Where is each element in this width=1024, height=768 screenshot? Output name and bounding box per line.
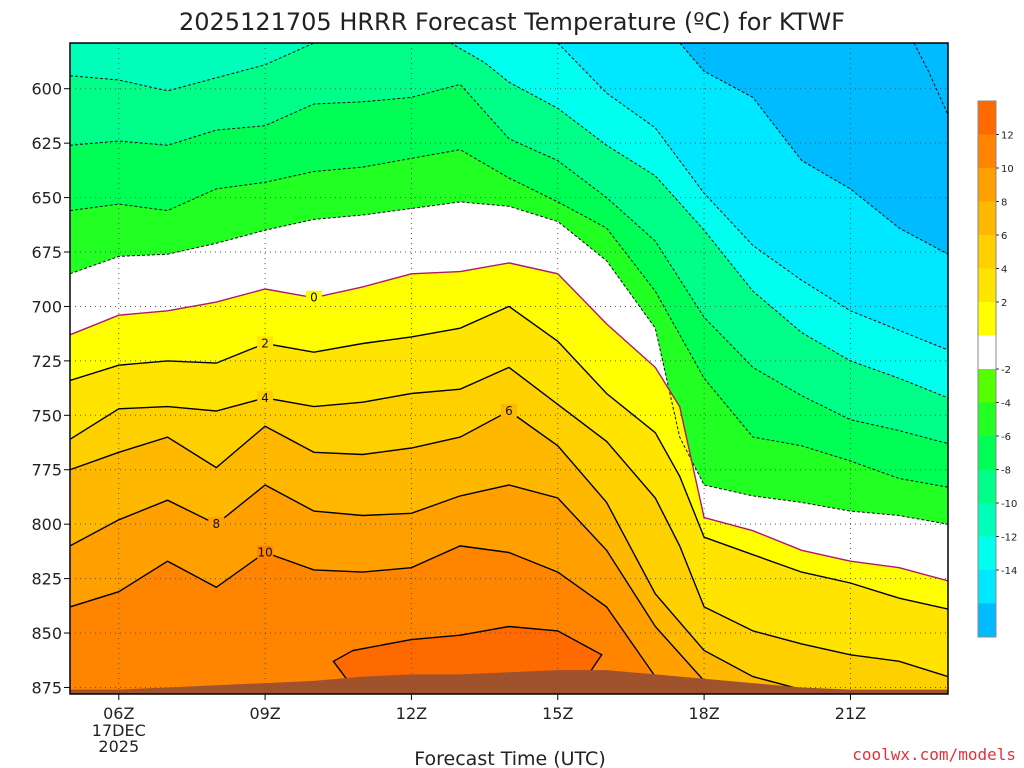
contour-label: 8 [213,517,221,531]
colorbar-label: 6 [1001,231,1007,242]
y-tick-label: 775 [31,461,62,480]
colorbar-band [978,469,996,503]
contour-label-bg [305,290,322,304]
y-tick-label: 600 [31,80,62,99]
contour-line [70,545,671,693]
contour-line [70,366,948,678]
cold-contour-line [70,43,315,92]
x-tick-sublabel: 17DEC [92,721,146,740]
colorbar-band [978,201,996,235]
colorbar-label: -6 [1001,432,1011,443]
cold-contour-line [450,43,948,399]
y-tick-label: 625 [31,134,62,153]
y-tick-label: 650 [31,189,62,208]
contour-label-bg [208,517,225,531]
contour-line [70,484,739,693]
cold-contour-line [70,83,948,445]
contour-label: 2 [261,336,269,350]
contour-line [70,305,948,610]
y-tick-label: 800 [31,515,62,534]
y-tick-label: 725 [31,352,62,371]
colorbar: 12 10 8 6 4 2 -2 -4 -6 -8 -10 -12 -14 [977,100,1017,638]
y-tick-label: 850 [31,624,62,643]
band-fill [70,43,948,91]
colorbar-band [978,536,996,570]
colorbar-label: 8 [1001,198,1007,209]
colorbar-band [978,168,996,202]
contour-label-bg [501,403,517,417]
y-axis: 600 625 650 675 700 725 750 775 800 825 850 875 [31,80,70,697]
colorbar-label: 4 [1001,265,1007,276]
colorbar-label: -10 [1001,499,1017,510]
cold-contour-line [557,43,948,351]
contour-label: 0 [310,291,318,305]
colorbar-band [978,268,996,302]
band-fill [679,43,948,255]
cold-contour-line [70,201,948,525]
x-tick-sublabel: 2025 [98,737,139,756]
x-axis-label: Forecast Time (UTC) [414,748,605,768]
y-tick-label: 700 [31,297,62,316]
x-tick-label: 09Z [249,704,280,723]
colorbar-band [978,570,996,604]
cold-contour-line [913,43,948,116]
colorbar-label: 10 [1001,164,1014,175]
contour-label-bg [257,336,274,350]
colorbar-band [978,335,996,369]
credit-text: coolwx.com/models [852,745,1016,764]
colorbar-label: -2 [1001,365,1011,376]
colorbar-label: 12 [1001,131,1014,142]
colorbar-band [978,369,996,403]
colorbar-band [978,302,996,336]
contour-label-bg [257,390,274,404]
colorbar-band [978,402,996,436]
terrain-fill [70,670,948,694]
colorbar-label: -14 [1001,566,1017,577]
plot-content: 0 2 4 6 8 10 [70,43,948,694]
colorbar-band [978,235,996,269]
contour-line [70,410,802,691]
colorbar-band [978,603,996,637]
contour-label: 4 [261,391,269,405]
cold-contour-line [679,43,948,255]
band-fill [333,626,602,684]
y-tick-label: 875 [31,678,62,697]
colorbar-band [978,101,996,135]
colorbar-band [978,436,996,470]
x-tick-label: 18Z [688,704,719,723]
band-fill [913,43,948,115]
contour-line [70,262,948,582]
y-tick-label: 675 [31,243,62,262]
colorbar-label: -12 [1001,533,1017,544]
colorbar-band [978,503,996,537]
contour-label: 6 [505,404,513,418]
y-tick-label: 750 [31,406,62,425]
plot-border [69,42,949,695]
contour-label: 10 [257,545,272,559]
y-tick-label: 825 [31,570,62,589]
colorbar-label: -4 [1001,399,1011,410]
x-tick-label: 21Z [835,704,866,723]
x-tick-label: 06Z [103,704,134,723]
plot-area: 0 2 4 6 8 10 [69,42,949,695]
colorbar-label: -8 [1001,466,1011,477]
x-tick-label: 12Z [396,704,427,723]
colorbar-band [978,134,996,168]
cold-contour-line [70,149,948,488]
colorbar-label: 2 [1001,298,1007,309]
x-tick-label: 15Z [542,704,573,723]
contour-label-bg [257,545,274,559]
chart-title: 2025121705 HRRR Forecast Temperature (ºC… [179,8,845,36]
